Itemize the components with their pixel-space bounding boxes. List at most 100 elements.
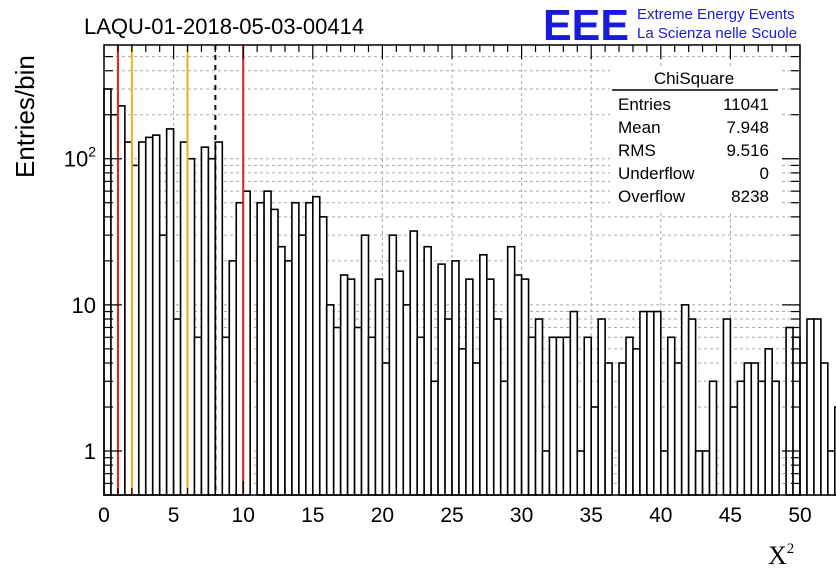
histogram-bar [172,318,182,496]
y-tick-label: 1 [84,439,96,464]
histogram-bar [659,450,669,496]
histogram-bar [117,105,126,496]
y-tick-label: 102 [64,144,96,172]
histogram-bar [687,318,697,496]
stats-row-label: RMS [618,141,656,160]
histogram-bar [291,201,300,496]
histogram-bar [708,380,718,496]
histogram-bar [346,278,356,496]
histogram-bar [590,406,599,496]
histogram-bar [799,362,808,496]
histogram-bar [221,336,231,496]
histogram-bar [548,336,558,496]
histogram-bar [639,310,648,496]
histogram-bar [562,336,572,496]
histogram-bar [144,136,154,496]
histogram-bar [158,234,168,496]
histogram-bar [673,362,683,496]
histogram-bar [325,304,335,496]
histogram-bar [138,141,147,496]
histogram-bar [499,380,509,496]
logo-mark: EEE [543,1,629,50]
stats-row-value: 9.516 [726,141,769,160]
x-tick-label: 40 [649,504,672,527]
histogram-bar [388,234,398,496]
histogram-bar [228,260,238,496]
histogram-bar [124,141,133,496]
stats-row-value: 8238 [731,187,769,206]
histogram-bar [520,278,530,496]
histogram-bar [827,450,836,496]
histogram-bar [451,260,460,496]
histogram-bar [214,141,224,496]
histogram-bar [785,326,794,496]
stats-row-label: Entries [618,95,671,114]
histogram-bar [444,318,453,496]
histogram-bar [833,406,836,496]
histogram-bar [353,326,363,496]
histogram-bar [736,380,746,496]
histogram-bar [430,380,439,496]
x-axis-label: X2 [768,541,794,570]
histogram-bar [806,318,815,496]
histogram-bar [541,450,551,496]
histogram-bar [506,245,516,496]
x-axis-label-exponent: 2 [787,541,795,557]
histogram-bar [583,336,592,496]
histogram-bar [569,310,579,496]
histogram-bar [242,190,251,496]
histogram-bar [423,245,432,496]
histogram-bar [625,336,634,496]
histogram-bar [604,362,613,496]
histogram-bar [409,230,418,496]
histogram-bar [402,304,412,496]
histogram-bar [165,128,175,496]
y-tick-label: 10 [72,293,96,318]
y-tick-label-base: 10 [64,147,88,172]
histogram-bar [263,190,272,496]
histogram-bar [458,348,467,496]
histogram-bar [820,362,829,496]
histogram-bar [256,201,265,496]
histogram-bar [311,195,321,496]
stats-row-label: Mean [618,118,661,137]
histogram-bar [186,157,196,496]
histogram-bar [485,278,495,496]
histogram-bar [284,260,293,496]
axis-ticks [103,45,801,495]
histogram-bar [750,362,760,496]
histogram-bar [416,336,425,496]
histogram-bar [527,336,537,496]
histogram-bar [270,208,279,496]
histogram-bar [151,134,161,496]
histogram-bar [437,263,446,496]
histogram-bar [305,201,314,496]
stats-box-rows: Entries 11041 Mean 7.948 RMS 9.516 Underflow 0 O… [618,95,769,206]
histogram-bar [374,278,384,496]
histogram-bar [298,234,307,496]
histogram-bar [764,348,773,496]
logo-line1: Extreme Energy Events [637,6,795,23]
histogram-bar [813,318,822,496]
stats-row-label: Overflow [618,187,686,206]
histogram-bar [193,336,203,496]
histogram-bar [513,274,523,496]
histogram-bar [339,274,349,496]
histogram-bar [131,164,140,496]
histogram-bar [771,380,780,496]
histogram-bar [555,336,565,496]
histogram-bar [277,245,286,496]
stats-box: ChiSquare Entries 11041 Mean 7.948 RMS 9.516 U… [610,66,780,210]
histogram-bar [729,406,739,496]
histogram-bar [694,450,704,496]
stats-row-value: 0 [760,164,769,183]
histogram-bar [395,270,405,496]
x-tick-label: 10 [232,504,255,527]
x-tick-label: 50 [788,504,811,527]
histogram-bar [465,278,474,496]
y-tick-label-exponent: 2 [88,144,96,160]
histogram-bar [472,362,481,496]
histogram-bar [597,318,606,496]
